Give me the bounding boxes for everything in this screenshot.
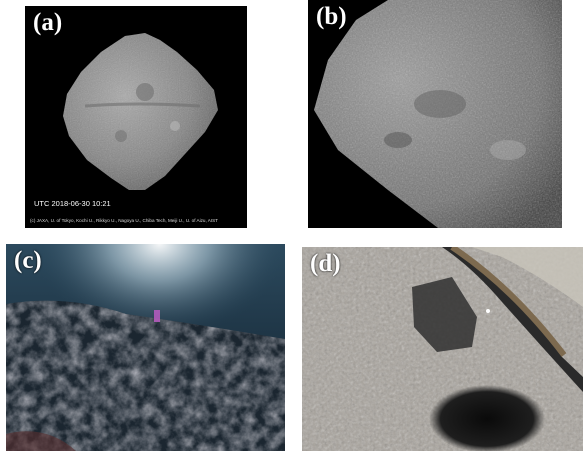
spacecraft-shadow-image [302,247,583,451]
panel-a-utc-timestamp: UTC 2018-06-30 10:21 [34,199,111,208]
panel-b-asteroid-closeup: (b) [308,0,562,228]
panel-c-label: (c) [14,247,42,274]
panel-c-surface-rover-view: (c) [6,244,285,451]
panel-a-label: (a) [33,9,63,36]
panel-d-label: (d) [310,250,341,277]
panel-a-asteroid-full-view: (a) UTC 2018-06-30 10:21 (c) JAXA, U. of… [25,6,247,228]
panel-d-spacecraft-shadow-view: (d) [302,247,583,451]
asteroid-full-image [25,6,247,228]
panel-b-label: (b) [316,3,347,30]
asteroid-closeup-image [308,0,562,228]
surface-rover-image [6,244,285,451]
panel-a-credit: (c) JAXA, U. of Tokyo, Kochi U., Rikkyo … [30,218,218,223]
